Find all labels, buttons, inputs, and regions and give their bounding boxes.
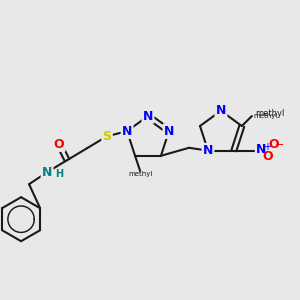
Text: H: H (55, 169, 63, 179)
Text: N: N (42, 166, 52, 179)
Text: +: + (263, 142, 271, 152)
Text: N: N (203, 144, 213, 157)
Text: N: N (143, 110, 153, 122)
Text: S: S (103, 130, 112, 143)
Text: methyl: methyl (255, 110, 284, 118)
Text: N: N (256, 143, 266, 156)
Text: N: N (122, 125, 132, 138)
Text: methyl: methyl (254, 113, 278, 119)
Text: methyl: methyl (128, 171, 152, 177)
Text: N: N (164, 125, 174, 138)
Text: O: O (269, 138, 280, 151)
Text: O: O (54, 138, 64, 151)
Text: O: O (263, 150, 274, 163)
Text: N: N (216, 104, 226, 117)
Text: −: − (275, 140, 284, 150)
